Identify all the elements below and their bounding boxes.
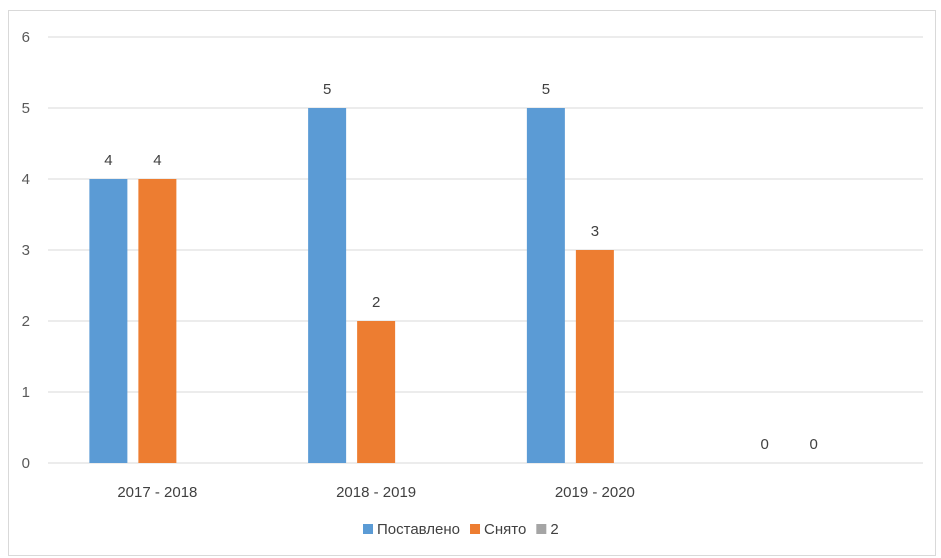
bar-postavleno [308,108,347,463]
data-label: 4 [153,152,161,169]
gridlines [48,36,923,464]
data-label: 4 [104,152,112,169]
y-tick-label: 0 [22,455,30,472]
data-label: 0 [809,436,817,453]
data-label: 5 [542,81,550,98]
y-axis-ticks: 0 1 2 3 4 5 6 [22,29,30,472]
y-tick-label: 6 [22,29,30,46]
legend: Поставлено Снято 2 [363,521,559,538]
y-tick-label: 3 [22,242,30,259]
bar-postavleno [526,108,565,463]
legend-swatch [363,524,373,534]
bar-snyato [357,321,396,463]
bar-snyato [575,250,614,463]
legend-label: Снято [484,521,526,538]
y-tick-label: 4 [22,171,30,188]
x-category-label: 2019 - 2020 [555,484,635,501]
x-axis-categories: 2017 - 2018 2018 - 2019 2019 - 2020 [117,484,635,501]
data-label: 3 [591,223,599,240]
legend-label: 2 [550,521,558,538]
data-label: 5 [323,81,331,98]
legend-swatch [470,524,481,534]
y-tick-label: 5 [22,100,30,117]
y-tick-label: 2 [22,313,30,330]
y-tick-label: 1 [22,384,30,401]
legend-swatch [536,524,547,534]
x-category-label: 2017 - 2018 [117,484,197,501]
data-label: 2 [372,294,380,311]
data-labels: 4 4 5 2 5 3 0 0 [104,81,818,453]
x-category-label: 2018 - 2019 [336,484,416,501]
bar-snyato [138,179,177,463]
legend-label: Поставлено [377,521,460,538]
bars [89,108,614,463]
data-label: 0 [760,436,768,453]
bar-postavleno [89,179,128,463]
